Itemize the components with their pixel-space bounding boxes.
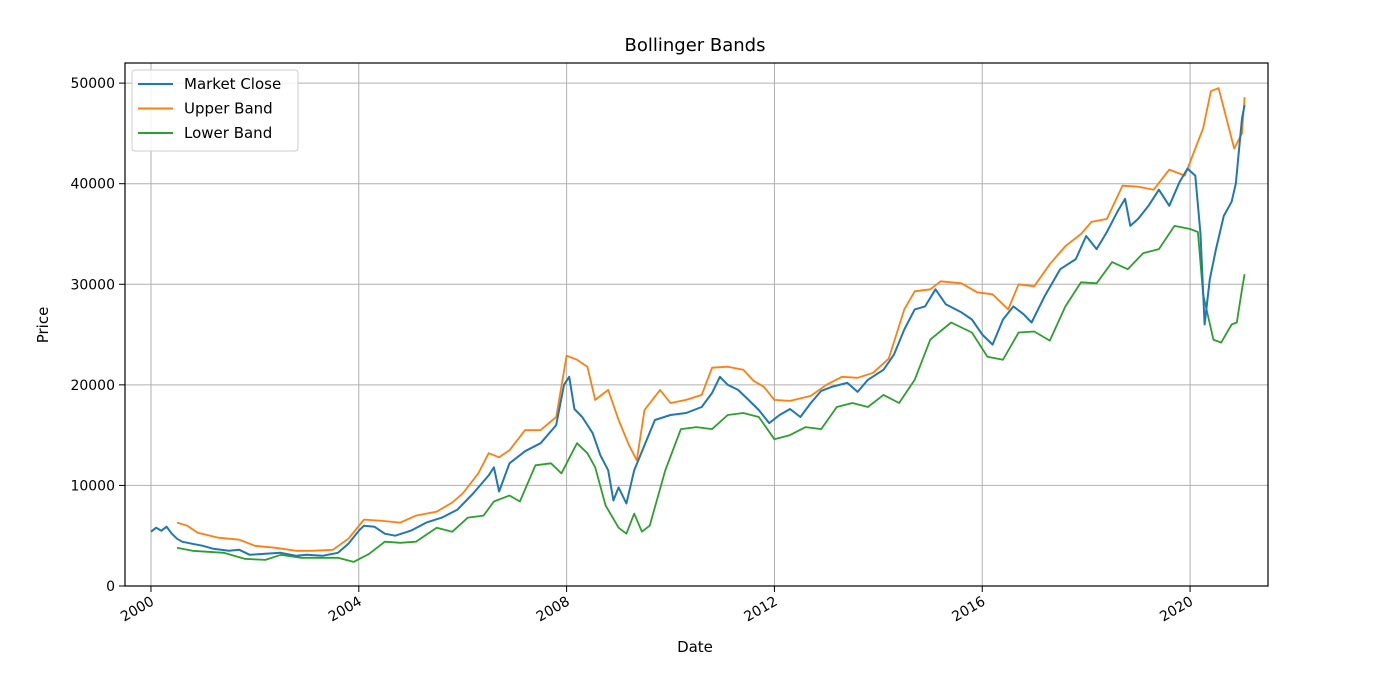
series-line-upper-band	[176, 87, 1246, 552]
legend-label-upper-band: Upper Band	[184, 100, 273, 118]
y-tick-label: 10000	[70, 478, 115, 494]
x-tick-label: 2008	[534, 594, 573, 626]
x-tick-label: 2000	[118, 594, 157, 626]
x-axis-label: Date	[677, 638, 713, 656]
y-tick-label: 50000	[70, 76, 115, 92]
legend-label-lower-band: Lower Band	[184, 124, 272, 142]
y-tick-label: 30000	[70, 277, 115, 293]
legend-box	[131, 69, 299, 152]
legend-label-market-close: Market Close	[184, 75, 281, 93]
y-tick-label: 0	[106, 579, 115, 595]
y-axis: 0 10000 20000 30000 40000 50000	[70, 76, 125, 595]
plot-frame	[124, 62, 1269, 587]
x-tick-label: 2020	[1157, 594, 1196, 626]
x-tick-label: 2012	[742, 594, 781, 626]
y-axis-label: Price	[34, 307, 52, 344]
series-group	[150, 87, 1246, 563]
series-line-market-close	[150, 105, 1246, 557]
legend: Market Close Upper Band Lower Band	[131, 69, 299, 152]
x-axis: 2000 2004 2008 2012 2016 2020	[118, 586, 1196, 625]
y-tick-label: 20000	[70, 378, 115, 394]
chart-title: Bollinger Bands	[625, 35, 766, 56]
x-tick-label: 2004	[326, 594, 365, 626]
y-tick-label: 40000	[70, 177, 115, 193]
series-line-lower-band	[176, 225, 1246, 563]
x-tick-label: 2016	[949, 594, 988, 626]
